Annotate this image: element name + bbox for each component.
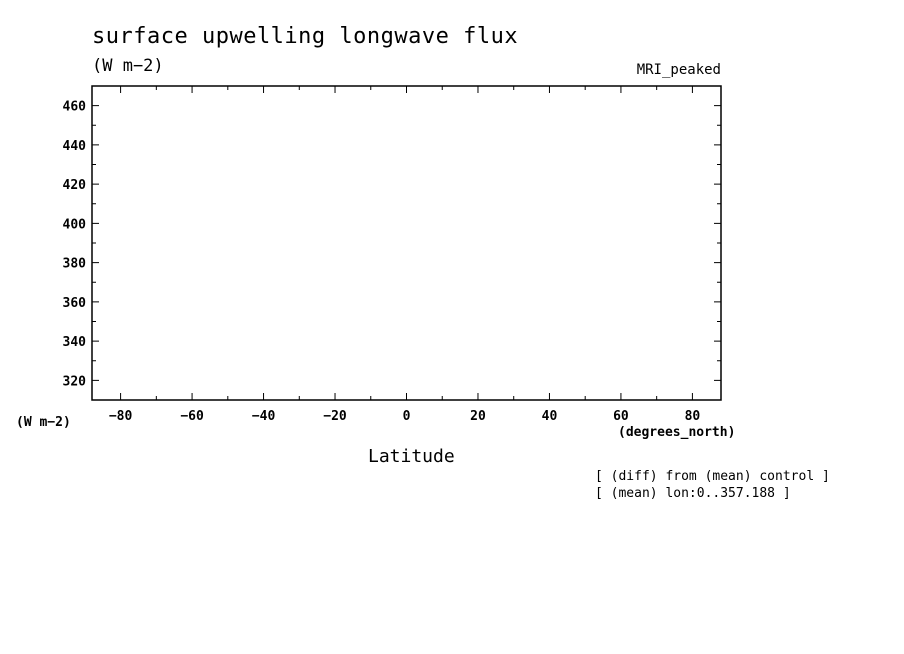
- axis-ticks: [92, 85, 721, 401]
- y-tick-label: 420: [63, 178, 87, 193]
- y-axis-label: (W m−2): [16, 415, 71, 430]
- x-tick-label: 80: [685, 409, 701, 424]
- y-tick-label: 460: [63, 100, 87, 115]
- x-axis-units: (degrees_north): [618, 425, 736, 440]
- x-axis-label: Latitude: [368, 446, 455, 467]
- x-tick-label: −80: [109, 409, 133, 424]
- x-tick-label: 0: [403, 409, 411, 424]
- y-tick-label: 380: [63, 257, 87, 272]
- annotation-diff: [ (diff) from (mean) control ]: [595, 469, 830, 484]
- annotation-mean: [ (mean) lon:0..357.188 ]: [595, 486, 791, 501]
- x-tick-label: 60: [613, 409, 629, 424]
- plot-frame: [91, 85, 722, 401]
- x-tick-label: −40: [252, 409, 276, 424]
- chart-units: (W m−2): [92, 56, 164, 76]
- x-tick-label: −60: [180, 409, 204, 424]
- tick-labels: −80 −60 −40 −20 0 20 40 60 80 320 340 360 380 400 420 4…: [63, 100, 701, 424]
- y-tick-label: 340: [63, 335, 87, 350]
- y-tick-label: 440: [63, 139, 87, 154]
- chart-title: surface upwelling longwave flux: [92, 24, 519, 49]
- x-tick-label: 40: [542, 409, 558, 424]
- y-tick-label: 360: [63, 296, 87, 311]
- x-tick-label: 20: [470, 409, 486, 424]
- model-label: MRI_peaked: [636, 62, 721, 78]
- y-tick-label: 320: [63, 374, 87, 389]
- y-tick-label: 400: [63, 217, 87, 232]
- x-tick-label: −20: [323, 409, 347, 424]
